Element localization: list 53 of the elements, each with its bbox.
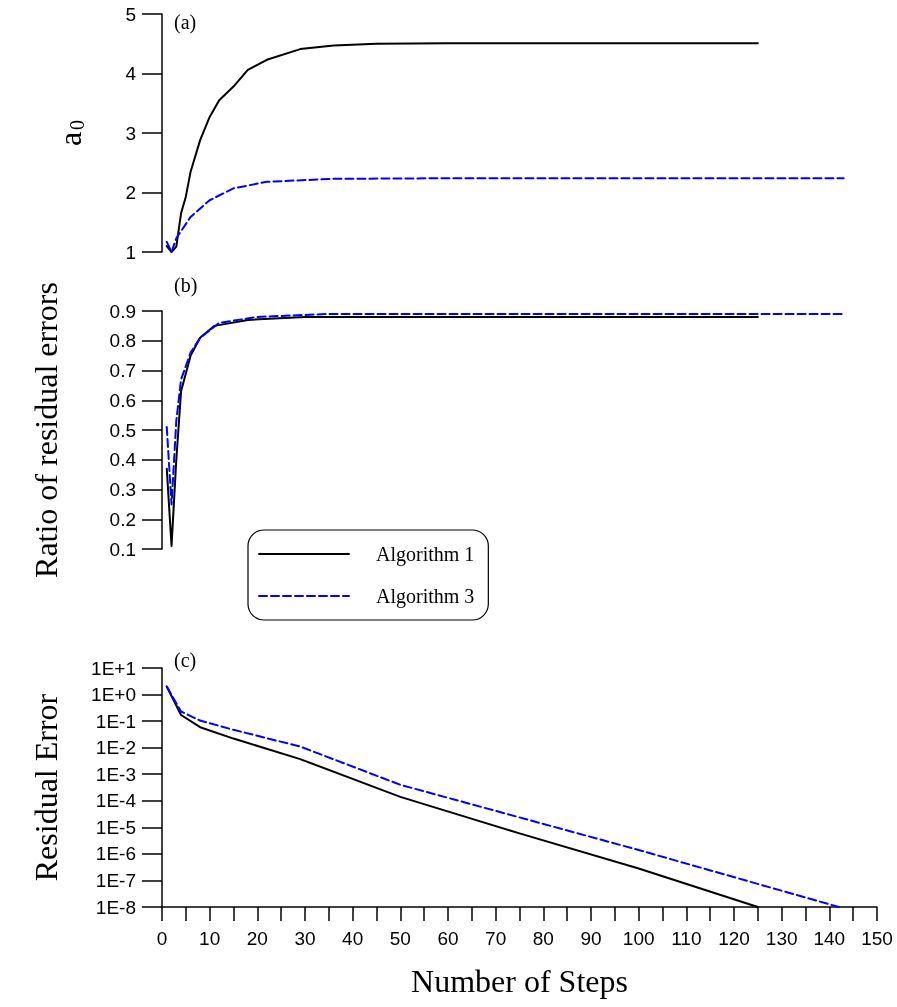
y-tick-label: 3 bbox=[125, 122, 136, 144]
y-axis-title: a0 bbox=[52, 119, 88, 147]
y-tick-label: 0.1 bbox=[109, 538, 136, 560]
y-tick-label: 1E-6 bbox=[95, 843, 136, 865]
annotation: (c) bbox=[174, 649, 197, 672]
y-tick-label: 1E-1 bbox=[95, 710, 136, 732]
y-tick-label: 0.7 bbox=[109, 360, 136, 381]
y-tick-label: 1E+1 bbox=[91, 657, 136, 679]
y-tick-label: 1E-4 bbox=[95, 790, 137, 812]
x-tick-label: 80 bbox=[532, 928, 554, 949]
y-tick-label: 1E-8 bbox=[95, 896, 136, 918]
y-tick-label: 1E-7 bbox=[95, 869, 136, 891]
x-tick-label: 100 bbox=[622, 928, 655, 949]
y-tick-label: 0.6 bbox=[109, 389, 136, 411]
x-tick-label: 40 bbox=[342, 928, 364, 949]
x-tick-label: 70 bbox=[485, 928, 507, 949]
x-tick-label: 0 bbox=[156, 928, 168, 949]
y-tick-label: 0.8 bbox=[109, 330, 136, 352]
y-tick-label: 1E-2 bbox=[95, 737, 136, 759]
y-tick-label: 0.2 bbox=[109, 508, 136, 530]
y-tick-label: 1E-3 bbox=[95, 763, 136, 785]
y-tick-label: 1E+0 bbox=[91, 684, 136, 706]
line-series bbox=[165, 315, 759, 548]
text: (b) bbox=[174, 274, 198, 297]
x-tick-label: 130 bbox=[765, 928, 798, 949]
x-tick-label: 20 bbox=[246, 928, 268, 949]
x-tick-label: 50 bbox=[389, 928, 411, 949]
legend-label: Algorithm 3 bbox=[376, 585, 475, 608]
annotation: (a) bbox=[174, 11, 197, 34]
x-tick-label: 30 bbox=[294, 928, 316, 949]
y-tick-label: 2 bbox=[125, 182, 136, 203]
legend-label: Algorithm 1 bbox=[376, 543, 475, 566]
x-tick-label: 140 bbox=[813, 928, 846, 949]
y-tick-label: 1 bbox=[125, 241, 136, 263]
y-tick-label: 0.5 bbox=[109, 419, 136, 441]
y-tick-label: 1E-5 bbox=[95, 816, 136, 838]
line-series bbox=[165, 42, 759, 253]
x-tick-label: 60 bbox=[437, 928, 459, 949]
line-series bbox=[165, 177, 845, 253]
y-tick-label: 0.4 bbox=[109, 449, 137, 471]
y-tick-label: 5 bbox=[125, 3, 136, 25]
line-series bbox=[165, 312, 845, 506]
y-tick-label: 0.9 bbox=[109, 300, 136, 322]
y-tick-label: 4 bbox=[125, 63, 137, 84]
x-tick-label: 10 bbox=[199, 928, 221, 949]
x-tick-label: 110 bbox=[671, 928, 702, 949]
y-axis-title: Ratio of residual errors bbox=[28, 282, 64, 578]
y-axis-title: Residual Error bbox=[28, 693, 64, 882]
y-tick-label: 0.3 bbox=[109, 479, 136, 500]
x-tick-label: 120 bbox=[718, 928, 750, 949]
x-tick-label: 150 bbox=[861, 928, 893, 949]
x-axis-title: Number of Steps bbox=[411, 963, 628, 999]
x-tick-label: 90 bbox=[580, 928, 602, 949]
